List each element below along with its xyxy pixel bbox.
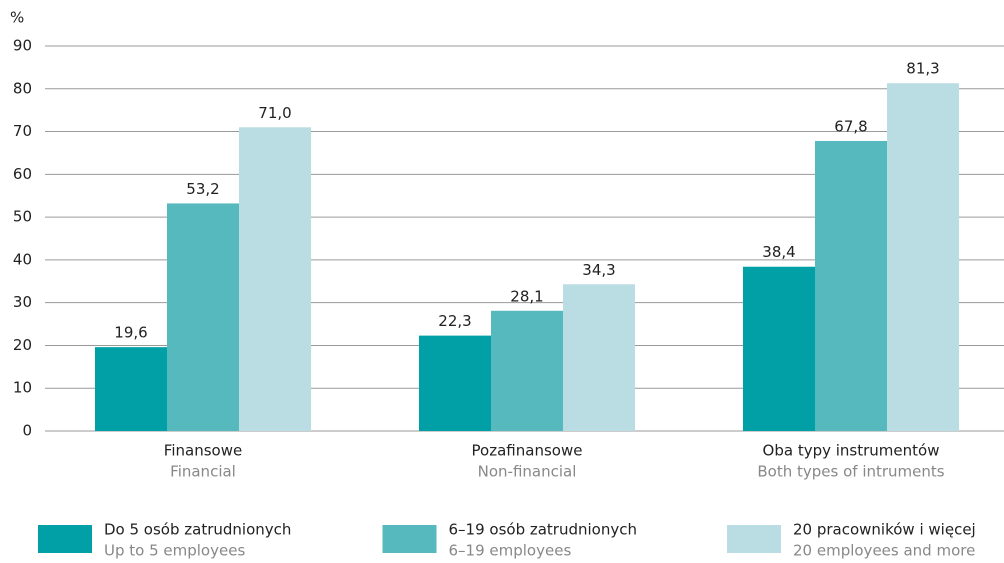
- y-tick-label: 80: [13, 79, 32, 97]
- legend-swatch: [38, 525, 92, 553]
- data-label: 71,0: [258, 104, 291, 122]
- bar: [239, 127, 311, 432]
- bar: [491, 310, 563, 431]
- bar: [815, 140, 887, 431]
- bar: [563, 284, 635, 431]
- y-tick-label: 0: [22, 422, 32, 440]
- data-label: 81,3: [906, 60, 939, 78]
- data-label: 38,4: [762, 243, 795, 261]
- y-tick-label: 50: [13, 208, 32, 226]
- x-tick-label: Finansowe: [164, 442, 242, 460]
- x-tick-label: Pozafinansowe: [472, 442, 583, 460]
- y-tick-label: 70: [13, 122, 32, 140]
- data-label: 34,3: [582, 261, 615, 279]
- legend-label: 20 pracowników i więcej: [793, 521, 976, 539]
- legend-sublabel: 20 employees and more: [793, 542, 975, 560]
- legend-label: Do 5 osób zatrudnionych: [104, 521, 291, 539]
- y-tick-label: 40: [13, 250, 32, 268]
- data-label: 67,8: [834, 117, 867, 135]
- legend-sublabel: 6–19 employees: [449, 542, 572, 560]
- y-tick-label: 10: [13, 379, 32, 397]
- y-tick-label: 20: [13, 336, 32, 354]
- x-tick-label: Oba typy instrumentów: [763, 442, 940, 460]
- data-label: 28,1: [510, 287, 543, 305]
- x-tick-sublabel: Both types of intruments: [757, 463, 944, 481]
- y-unit: %: [10, 9, 24, 27]
- legend-swatch: [382, 525, 437, 553]
- bar: [887, 83, 959, 431]
- x-tick-sublabel: Financial: [170, 463, 236, 481]
- bar: [167, 203, 239, 431]
- bar: [743, 266, 815, 431]
- x-tick-sublabel: Non-financial: [478, 463, 577, 481]
- data-label: 22,3: [438, 312, 471, 330]
- y-tick-label: 30: [13, 293, 32, 311]
- bar: [419, 335, 491, 431]
- y-tick-label: 60: [13, 165, 32, 183]
- data-label: 19,6: [114, 324, 147, 342]
- bar: [95, 347, 167, 431]
- y-tick-label: 90: [13, 37, 32, 55]
- legend-sublabel: Up to 5 employees: [104, 542, 245, 560]
- legend-label: 6–19 osób zatrudnionych: [449, 521, 638, 539]
- data-label: 53,2: [186, 180, 219, 198]
- legend-swatch: [727, 525, 781, 553]
